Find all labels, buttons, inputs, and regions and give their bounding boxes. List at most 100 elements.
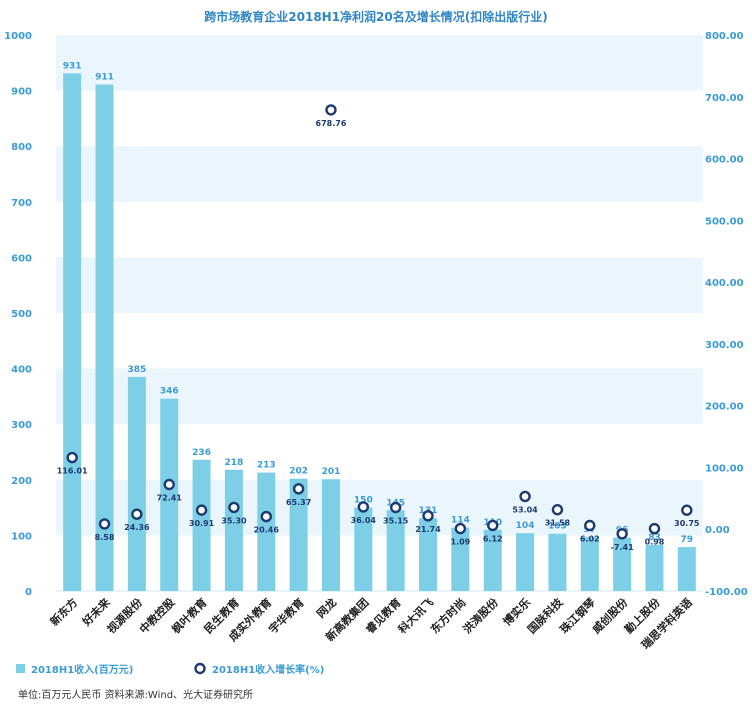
y-tick-label-right: -100.00 bbox=[705, 587, 748, 598]
legend-label-revenue: 2018H1收入(百万元) bbox=[31, 663, 133, 676]
growth-point bbox=[584, 519, 596, 532]
y-tick-label-left: 0 bbox=[25, 587, 32, 598]
bar bbox=[677, 547, 696, 591]
bar bbox=[580, 537, 599, 591]
legend-label-growth: 2018H1收入增长率(%) bbox=[212, 663, 324, 676]
right-axis: -100.00 0.00 100.00 200.00 300.00 400.00 500.0… bbox=[705, 31, 748, 598]
growth-point bbox=[195, 504, 208, 516]
growth-point bbox=[228, 501, 240, 514]
bar-value-label: 218 bbox=[225, 458, 244, 468]
bar-value-label: 236 bbox=[192, 448, 211, 458]
y-tick-label-right: 700.00 bbox=[705, 93, 744, 104]
growth-value-label: 31.58 bbox=[545, 519, 571, 528]
grid-band bbox=[56, 146, 703, 202]
bar bbox=[289, 478, 308, 591]
growth-point bbox=[648, 522, 661, 535]
growth-value-label: 6.12 bbox=[483, 534, 503, 543]
bar bbox=[192, 459, 211, 591]
growth-value-label: -7.41 bbox=[611, 543, 634, 552]
grid-band bbox=[56, 479, 703, 536]
y-tick-label-left: 800 bbox=[11, 142, 32, 153]
x-tick-label: 新东方 bbox=[47, 595, 80, 628]
bar-value-label: 150 bbox=[354, 496, 373, 506]
y-tick-label-right: 500.00 bbox=[705, 216, 744, 227]
y-tick-label-right: 600.00 bbox=[705, 155, 744, 166]
chart-title: 跨市场教育企业2018H1净利润20名及增长情况(扣除出版行业) bbox=[204, 9, 547, 24]
growth-value-label: 8.58 bbox=[95, 533, 115, 542]
growth-value-label: 1.09 bbox=[451, 538, 471, 547]
bar bbox=[516, 533, 535, 591]
growth-point bbox=[422, 510, 434, 522]
growth-value-label: 35.30 bbox=[221, 516, 247, 525]
legend-marker-growth bbox=[194, 662, 206, 675]
bar-value-label: 79 bbox=[681, 535, 694, 545]
bar bbox=[483, 529, 502, 591]
growth-value-label: 6.02 bbox=[580, 535, 600, 544]
legend-swatch-bar bbox=[16, 664, 25, 673]
bar-value-label: 114 bbox=[451, 516, 470, 526]
left-axis: 0 100 200 300 400 500 600 700 800 900 1000 bbox=[4, 31, 32, 598]
growth-value-label: 30.91 bbox=[189, 519, 215, 528]
bar-value-label: 103 bbox=[548, 522, 567, 532]
y-tick-label-right: 100.00 bbox=[705, 463, 744, 474]
growth-point bbox=[454, 522, 467, 535]
bar bbox=[451, 527, 470, 591]
bar bbox=[127, 376, 146, 591]
bar bbox=[419, 518, 438, 591]
growth-point bbox=[519, 490, 531, 503]
y-tick-label-left: 300 bbox=[11, 420, 32, 431]
bar-value-label: 911 bbox=[95, 72, 114, 82]
bar bbox=[95, 84, 114, 591]
y-tick-label-left: 600 bbox=[11, 253, 32, 264]
growth-point bbox=[163, 478, 175, 491]
bar-value-label: 346 bbox=[160, 387, 179, 397]
growth-point bbox=[260, 510, 272, 523]
y-tick-label-left: 700 bbox=[11, 198, 32, 209]
growth-value-label: 72.41 bbox=[157, 493, 183, 502]
bar bbox=[224, 469, 243, 591]
growth-value-label: 20.46 bbox=[254, 526, 280, 535]
y-tick-label-right: 400.00 bbox=[705, 278, 744, 289]
bar bbox=[63, 73, 82, 591]
bar bbox=[257, 472, 276, 591]
footer-note: 单位:百万元人民币 资料来源:Wind、光大证券研究所 bbox=[18, 690, 254, 701]
y-tick-label-left: 500 bbox=[11, 309, 32, 320]
grid-bands bbox=[56, 35, 703, 592]
growth-point bbox=[98, 518, 111, 530]
growth-value-label: 65.37 bbox=[286, 498, 311, 507]
growth-value-label: 116.01 bbox=[57, 467, 88, 476]
y-tick-label-right: 0.00 bbox=[705, 525, 730, 536]
growth-value-label: 21.74 bbox=[415, 525, 441, 534]
bar-value-label: 201 bbox=[322, 467, 341, 477]
growth-point bbox=[131, 508, 143, 520]
bar-value-label: 931 bbox=[63, 61, 82, 71]
grid-band bbox=[56, 368, 703, 425]
x-tick-label: 宇华教育 bbox=[266, 595, 307, 636]
y-tick-label-left: 100 bbox=[11, 531, 32, 542]
growth-point bbox=[357, 501, 370, 513]
bar bbox=[613, 537, 632, 591]
bar bbox=[354, 507, 373, 591]
bar-value-label: 202 bbox=[289, 467, 308, 477]
growth-point bbox=[551, 504, 564, 516]
growth-point bbox=[681, 504, 693, 516]
grid-band bbox=[56, 35, 703, 91]
x-tick-label: 网龙 bbox=[314, 595, 339, 620]
grid-band bbox=[56, 257, 703, 313]
y-tick-label-right: 800.00 bbox=[705, 31, 744, 42]
bar bbox=[160, 398, 179, 591]
growth-value-label: 35.15 bbox=[383, 517, 409, 526]
y-tick-label-right: 200.00 bbox=[705, 402, 744, 413]
legend: 2018H1收入(百万元) 2018H1收入增长率(%) bbox=[16, 662, 324, 676]
bar-value-label: 83 bbox=[648, 533, 661, 543]
growth-point bbox=[292, 483, 305, 495]
growth-value-label: 678.76 bbox=[316, 119, 347, 128]
bar-value-label: 385 bbox=[127, 365, 146, 375]
bar bbox=[321, 479, 340, 591]
bar-value-label: 104 bbox=[516, 521, 535, 531]
growth-point bbox=[66, 451, 78, 464]
bar-series bbox=[63, 73, 696, 591]
growth-point bbox=[325, 104, 337, 116]
